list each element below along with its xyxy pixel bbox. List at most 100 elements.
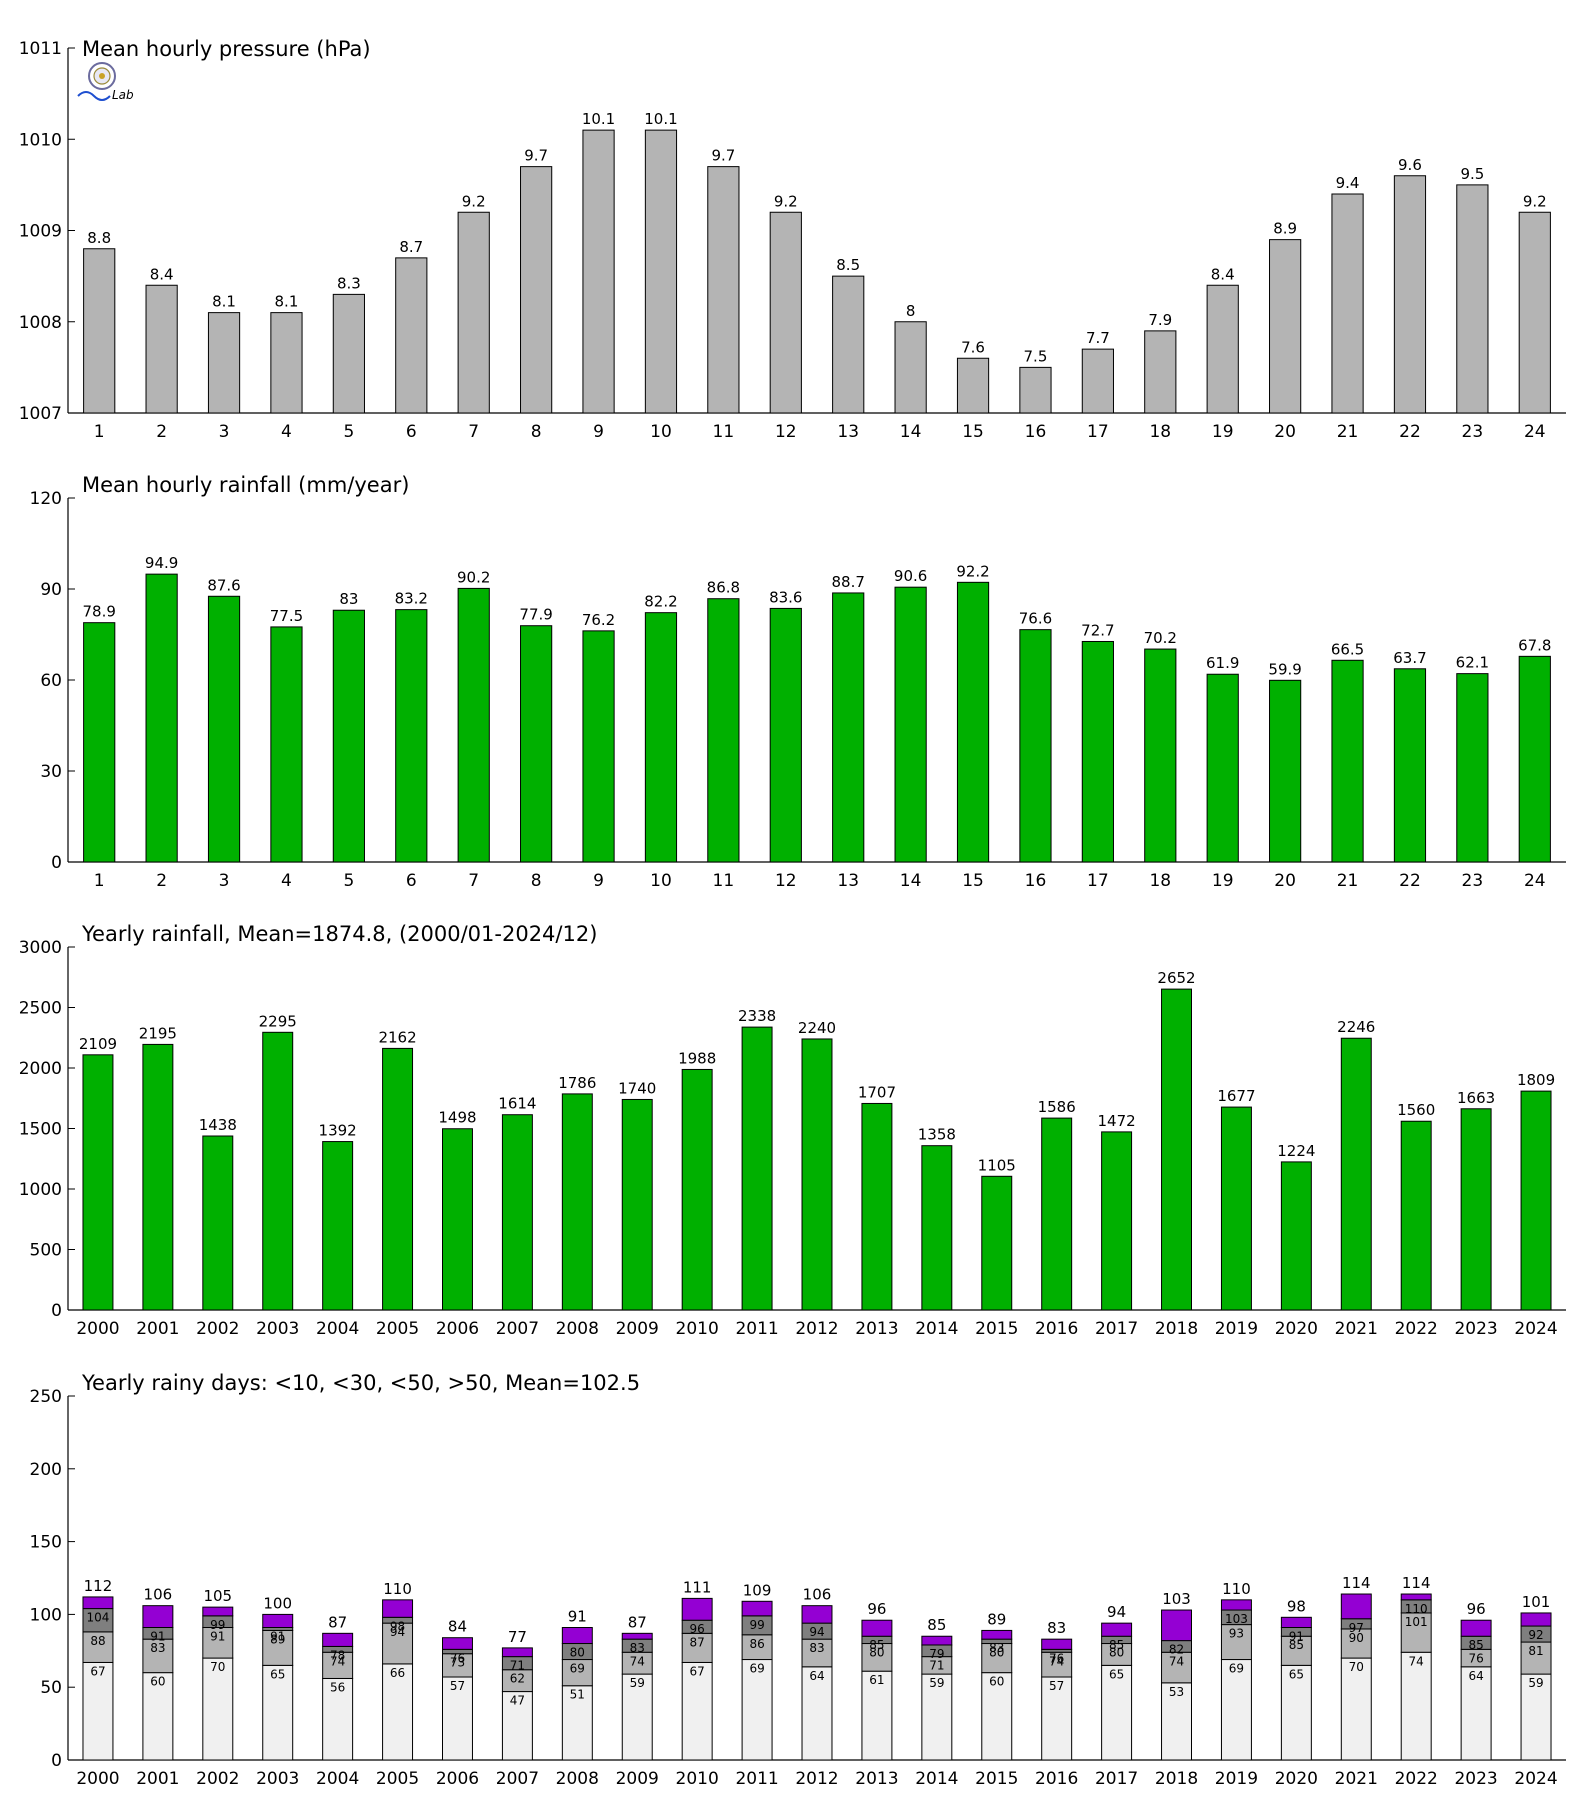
x-tick-label: 2016 xyxy=(1035,1769,1078,1789)
x-tick-label: 2001 xyxy=(136,1769,179,1789)
chart-title: Yearly rainy days: <10, <30, <50, >50, M… xyxy=(81,1371,640,1395)
bar-value-label: 88.7 xyxy=(832,573,865,591)
bar xyxy=(1456,673,1489,863)
bar-segment-lt10 xyxy=(82,1661,114,1761)
bar-total-label: 106 xyxy=(144,1586,173,1604)
bar xyxy=(1520,1090,1552,1311)
x-tick-label: 6 xyxy=(406,422,417,442)
segment-label-lt50: 103 xyxy=(1225,1612,1248,1626)
segment-label-lt10: 67 xyxy=(90,1664,105,1678)
x-tick-label: 1 xyxy=(94,871,105,891)
bar-value-label: 94.9 xyxy=(145,554,178,572)
bar-total-label: 110 xyxy=(1222,1580,1251,1598)
segment-label-lt10: 65 xyxy=(270,1667,285,1681)
bar xyxy=(202,1135,234,1311)
bar xyxy=(1206,673,1239,863)
bar-segment-lt30 xyxy=(1520,1641,1552,1675)
segment-label-lt10: 70 xyxy=(1349,1660,1364,1674)
x-tick-label: 12 xyxy=(775,871,797,891)
bar xyxy=(520,625,553,863)
x-tick-label: 21 xyxy=(1337,871,1359,891)
segment-label-lt50: 79 xyxy=(929,1647,944,1661)
chart-title: Yearly rainfall, Mean=1874.8, (2000/01-2… xyxy=(81,922,597,946)
bar xyxy=(801,1038,833,1311)
x-tick-label: 2021 xyxy=(1335,1319,1378,1339)
bar xyxy=(395,257,428,414)
bar-segment-lt30 xyxy=(82,1631,114,1663)
x-tick-label: 2007 xyxy=(496,1319,539,1339)
x-tick-label: 13 xyxy=(837,871,859,891)
bar-value-label: 1392 xyxy=(319,1122,357,1140)
x-tick-label: 16 xyxy=(1025,871,1047,891)
bar-value-label: 8.8 xyxy=(87,229,111,247)
bar xyxy=(769,607,802,863)
bar-value-label: 9.5 xyxy=(1460,165,1484,183)
segment-label-lt30: 86 xyxy=(749,1637,764,1651)
x-tick-label: 4 xyxy=(281,871,292,891)
x-tick-label: 18 xyxy=(1149,871,1171,891)
bar-segment-total xyxy=(561,1627,593,1645)
bar-value-label: 1586 xyxy=(1038,1098,1076,1116)
bar-value-label: 9.2 xyxy=(1523,192,1547,210)
segment-label-lt50: 99 xyxy=(210,1618,225,1632)
bar-value-label: 66.5 xyxy=(1331,640,1364,658)
bar-segment-lt30 xyxy=(382,1622,414,1665)
bar xyxy=(1269,239,1302,414)
bar-value-label: 10.1 xyxy=(582,110,615,128)
y-tick-label: 1008 xyxy=(19,313,62,333)
bar-value-label: 1614 xyxy=(498,1095,536,1113)
x-tick-label: 2018 xyxy=(1155,1769,1198,1789)
bar xyxy=(457,587,490,863)
bar-value-label: 9.6 xyxy=(1398,156,1422,174)
bar-value-label: 2246 xyxy=(1337,1018,1375,1036)
x-tick-label: 2008 xyxy=(556,1769,599,1789)
bar xyxy=(894,321,927,414)
bar xyxy=(1041,1117,1073,1311)
y-tick-label: 1009 xyxy=(19,222,62,242)
segment-label-lt50: 99 xyxy=(749,1618,764,1632)
y-tick-label: 30 xyxy=(40,762,62,782)
x-tick-label: 2002 xyxy=(196,1319,239,1339)
bar-segment-total xyxy=(1161,1609,1193,1642)
segment-label-lt30: 83 xyxy=(150,1641,165,1655)
x-tick-label: 2023 xyxy=(1454,1319,1497,1339)
x-tick-label: 2004 xyxy=(316,1769,359,1789)
bar xyxy=(1220,1106,1252,1311)
segment-label-lt30: 62 xyxy=(510,1672,525,1686)
bar-value-label: 1677 xyxy=(1217,1087,1255,1105)
bar xyxy=(207,312,241,414)
bar-value-label: 1663 xyxy=(1457,1089,1495,1107)
x-tick-label: 2010 xyxy=(676,1769,719,1789)
bar-total-label: 85 xyxy=(927,1616,946,1634)
bar xyxy=(956,357,990,414)
bar-segment-lt10 xyxy=(1460,1666,1492,1761)
bar-value-label: 82.2 xyxy=(644,593,677,611)
bar-segment-lt10 xyxy=(1400,1651,1432,1761)
x-tick-label: 7 xyxy=(468,422,479,442)
x-tick-label: 5 xyxy=(343,871,354,891)
x-tick-label: 2001 xyxy=(136,1319,179,1339)
x-tick-label: 2011 xyxy=(735,1769,778,1789)
y-tick-label: 50 xyxy=(40,1678,62,1698)
bar-segment-lt10 xyxy=(621,1673,653,1761)
segment-label-lt10: 64 xyxy=(809,1669,824,1683)
bar-total-label: 83 xyxy=(1047,1619,1066,1637)
bar-value-label: 7.5 xyxy=(1024,347,1048,365)
x-tick-label: 2012 xyxy=(795,1769,838,1789)
bar xyxy=(382,1047,414,1311)
bar-total-label: 98 xyxy=(1287,1597,1306,1615)
segment-label-lt50: 80 xyxy=(570,1646,585,1660)
bar-segment-lt10 xyxy=(382,1663,414,1761)
x-tick-label: 11 xyxy=(713,422,735,442)
bar-value-label: 2240 xyxy=(798,1019,836,1037)
bar-segment-lt10 xyxy=(1340,1657,1372,1761)
bar-value-label: 87.6 xyxy=(207,576,240,594)
bar xyxy=(1280,1161,1312,1311)
bar-segment-total xyxy=(1041,1638,1073,1650)
segment-label-lt10: 64 xyxy=(1468,1669,1483,1683)
segment-label-lt10: 66 xyxy=(390,1666,405,1680)
bar-segment-total xyxy=(861,1619,893,1637)
bar-segment-total xyxy=(1340,1593,1372,1620)
bar xyxy=(270,626,303,863)
bar-value-label: 1560 xyxy=(1397,1101,1435,1119)
